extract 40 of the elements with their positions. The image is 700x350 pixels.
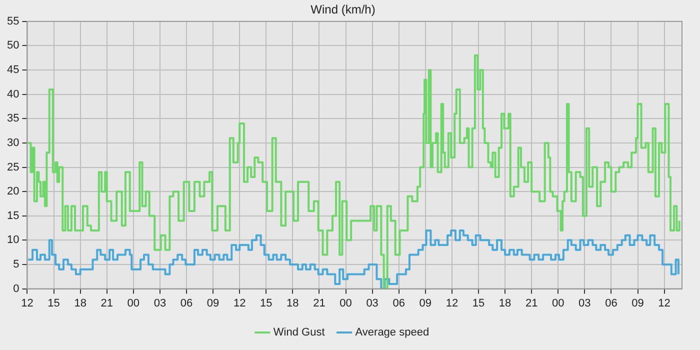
legend-label: Wind Gust	[273, 326, 325, 339]
x-tick-label: 21	[313, 297, 326, 310]
x-tick-label: 21	[525, 297, 538, 310]
y-tick-label: 0	[13, 282, 20, 295]
y-tick-label: 20	[6, 186, 20, 198]
x-tick-label: 00	[340, 297, 352, 310]
x-tick-label: 03	[366, 297, 378, 310]
y-tick-label: 5	[13, 258, 20, 271]
x-tick-label: 09	[632, 297, 644, 310]
y-tick-label: 50	[6, 40, 20, 52]
x-tick-label: 06	[180, 297, 193, 310]
x-tick-label: 15	[260, 297, 272, 310]
x-tick-label: 12	[446, 297, 458, 310]
y-tick-label: 45	[6, 64, 20, 76]
x-tick-label: 03	[154, 297, 166, 310]
x-tick-label: 12	[233, 297, 246, 310]
y-tick-label: 25	[6, 161, 20, 174]
x-tick-label: 18	[286, 297, 299, 310]
x-tick-label: 06	[605, 297, 618, 310]
y-tick-label: 40	[6, 88, 20, 100]
x-tick-label: 09	[419, 297, 432, 310]
x-tick-label: 18	[498, 297, 512, 310]
x-tick-label: 18	[74, 297, 86, 310]
x-tick-label: 03	[578, 297, 591, 310]
x-tick-label: 09	[206, 297, 220, 310]
y-tick-label: 30	[6, 136, 20, 149]
y-tick-label: 10	[6, 234, 20, 246]
y-tick-label: 55	[6, 15, 20, 28]
x-tick-label: 06	[392, 297, 405, 310]
x-tick-label: 00	[552, 297, 564, 310]
x-tick-label: 12	[21, 297, 34, 310]
x-tick-label: 00	[127, 297, 140, 310]
x-tick-label: 21	[100, 297, 113, 310]
y-tick-label: 15	[6, 210, 20, 222]
x-tick-label: 12	[658, 297, 670, 310]
legend-label: Average speed	[355, 326, 430, 339]
x-tick-label: 15	[472, 297, 485, 310]
chart-title: Wind (km/h)	[310, 2, 376, 17]
y-tick-label: 35	[6, 112, 20, 125]
x-tick-label: 15	[48, 297, 60, 310]
